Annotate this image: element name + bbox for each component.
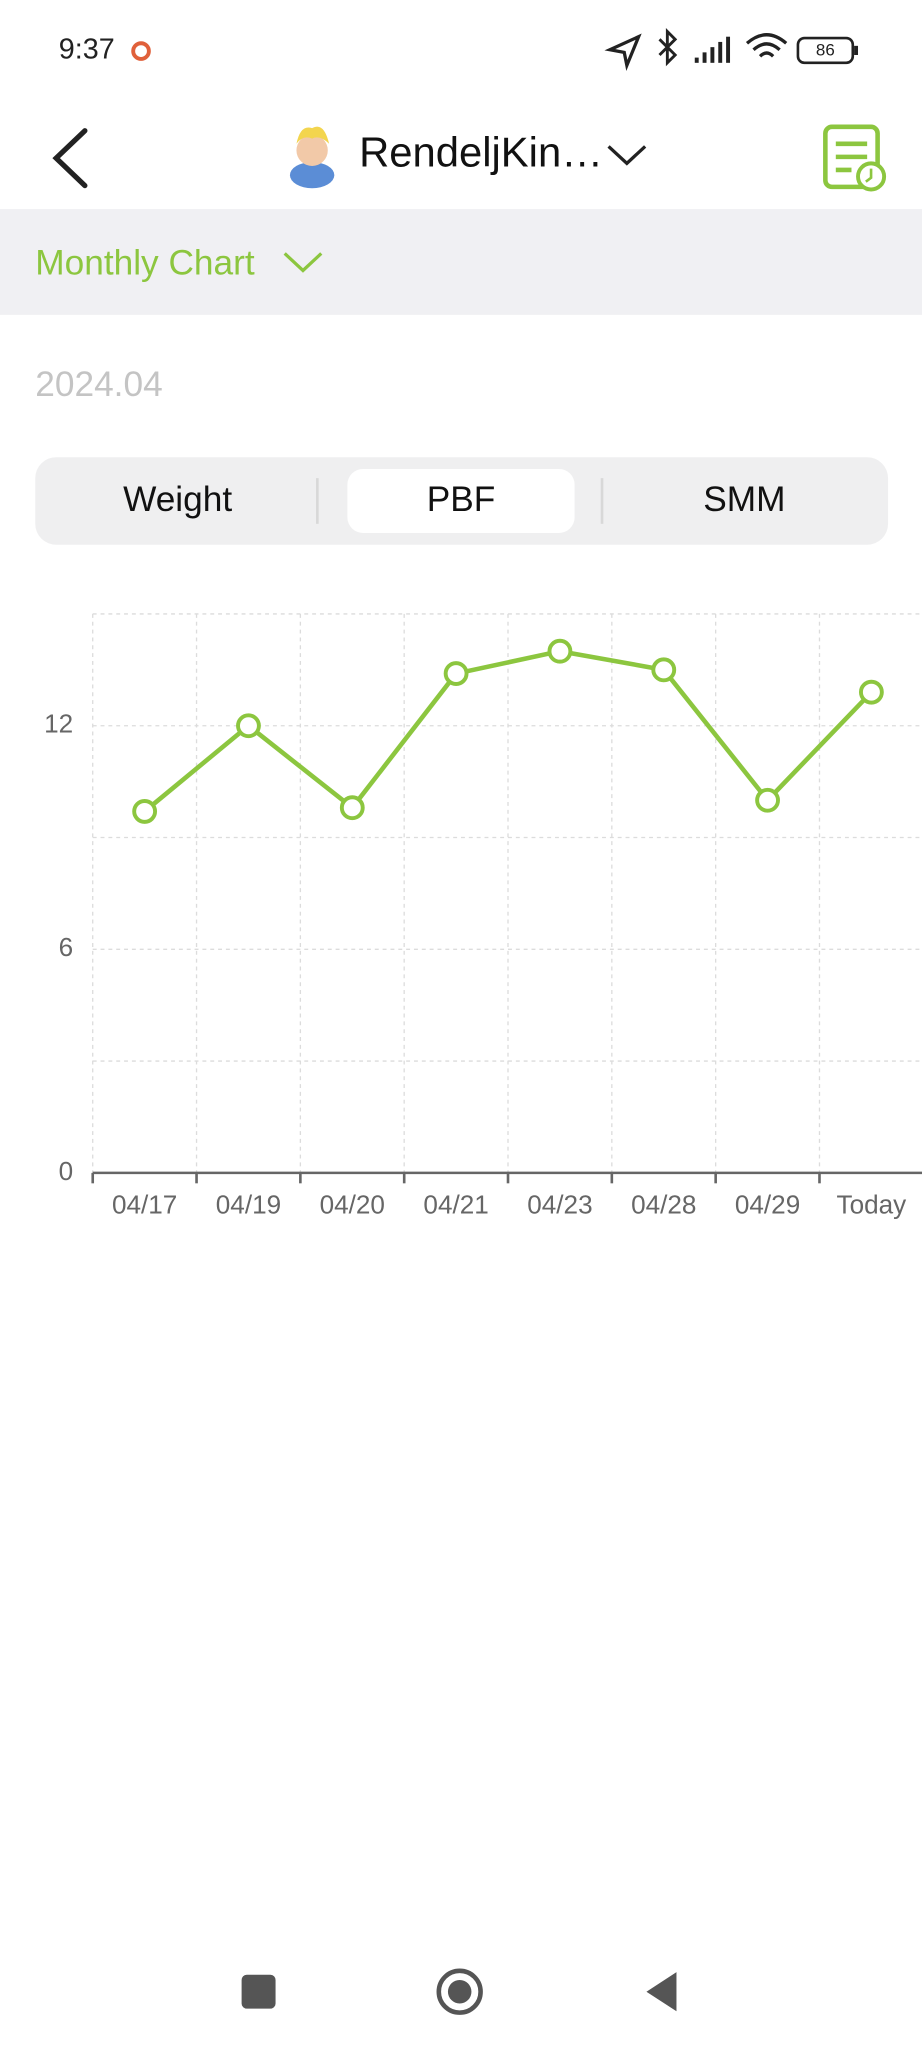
- period-label[interactable]: Monthly Chart: [35, 244, 255, 283]
- point: [547, 638, 573, 664]
- bluetooth-icon: [658, 28, 678, 67]
- tab[interactable]: SMM: [703, 480, 785, 519]
- period-bar: [0, 209, 922, 315]
- x-tick-label: Today: [837, 1190, 907, 1220]
- point: [339, 795, 365, 821]
- point: [443, 661, 469, 686]
- chart: 0 6 12 04/17 04/19 04/20 04/21 04/23 04/28 04/29 T…: [44, 613, 922, 1220]
- nav-recents[interactable]: [241, 1974, 276, 2009]
- x-tick-label: 04/17: [112, 1190, 177, 1220]
- x-tick-label: 04/20: [320, 1190, 385, 1220]
- point: [858, 679, 884, 705]
- status-time: 9:37: [59, 34, 115, 66]
- y-tick-label: 12: [44, 709, 73, 739]
- point: [132, 799, 158, 824]
- signal-icon: [694, 36, 731, 63]
- battery-level: 86: [816, 41, 835, 60]
- battery-tip: [854, 45, 859, 55]
- y-tick-label: 0: [59, 1156, 74, 1186]
- x-tick-label: 04/19: [216, 1190, 281, 1220]
- x-tick-label: 04/23: [527, 1190, 592, 1220]
- back-button[interactable]: [52, 128, 88, 189]
- wifi-icon: [745, 33, 788, 58]
- y-tick-label: 6: [59, 932, 74, 962]
- month-label: 2024.04: [35, 365, 162, 404]
- nav-back[interactable]: [646, 1972, 677, 2012]
- tab[interactable]: Weight: [123, 480, 232, 519]
- point: [236, 713, 261, 739]
- x-tick-label: 04/29: [735, 1190, 800, 1220]
- x-tick-label: 04/28: [631, 1190, 696, 1220]
- tab-selected: [347, 468, 575, 533]
- x-tick-label: 04/21: [423, 1190, 488, 1220]
- header-title[interactable]: RendeljKin…: [359, 129, 603, 176]
- avatar: [289, 126, 335, 189]
- point: [755, 787, 780, 813]
- report-button[interactable]: [823, 124, 887, 192]
- nav-home[interactable]: [436, 1968, 483, 2015]
- line: [143, 648, 874, 814]
- tab[interactable]: PBF: [427, 480, 496, 519]
- nav-home-dot: [447, 1979, 472, 2004]
- battery-icon: [796, 36, 855, 65]
- status-dot: [131, 41, 151, 61]
- point: [651, 657, 677, 683]
- period-dropdown[interactable]: [283, 252, 323, 273]
- user-dropdown[interactable]: [607, 145, 647, 166]
- location-icon: [604, 33, 642, 72]
